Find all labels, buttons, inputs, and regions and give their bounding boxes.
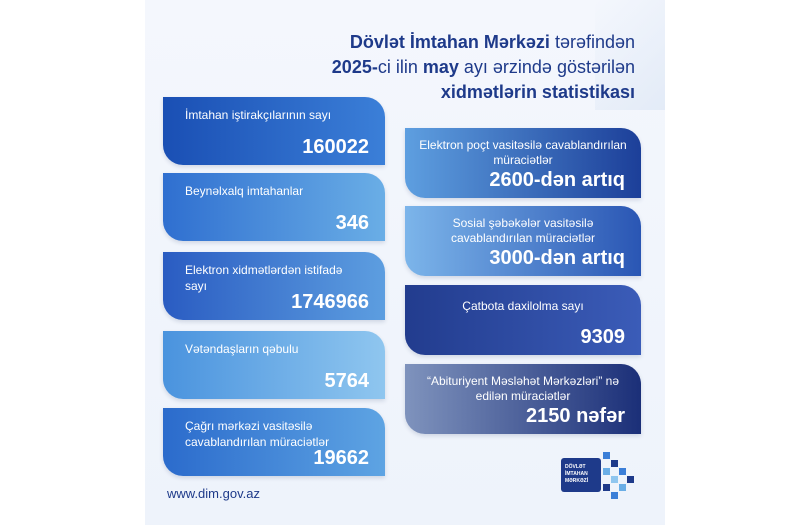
- stat-label: Vətəndaşların qəbulu: [185, 342, 299, 356]
- stat-card-citizen-reception: Vətəndaşların qəbulu 5764: [163, 331, 385, 399]
- stat-label: İmtahan iştirakçılarının sayı: [185, 108, 332, 122]
- title-year-suffix: ci ilin: [377, 57, 423, 77]
- logo-pixel: [611, 476, 618, 483]
- website-url: www.dim.gov.az: [167, 486, 260, 501]
- infographic-poster: Dövlət İmtahan Mərkəzi tərəfindən 2025-c…: [145, 0, 665, 525]
- stat-label: “Abituriyent Məsləhət Mərkəzləri” nə edi…: [426, 374, 620, 403]
- stat-value: 346: [335, 212, 369, 234]
- stat-label: Beynəlxalq imtahanlar: [185, 184, 304, 198]
- title-line-2-rest: ayı ərzində göstərilən: [458, 57, 635, 77]
- stat-value: 2150 nəfər: [526, 405, 625, 427]
- title-organization: Dövlət İmtahan Mərkəzi: [349, 32, 550, 52]
- poster-title: Dövlət İmtahan Mərkəzi tərəfindən 2025-c…: [275, 30, 635, 105]
- logo-pixel: [603, 484, 610, 491]
- stat-label: Çatbota daxilolma sayı: [462, 299, 584, 313]
- title-line-1-rest: tərəfindən: [549, 32, 635, 52]
- title-year: 2025-: [331, 57, 378, 77]
- logo-pixel: [603, 468, 610, 475]
- stat-card-chatbot: Çatbota daxilolma sayı 9309: [405, 285, 641, 355]
- stat-label: Sosial şəbəkələr vasitəsilə cavablandırı…: [450, 216, 596, 245]
- dim-logo: DÖVLƏT İMTAHAN MƏRKƏZİ: [561, 450, 637, 500]
- corner-decoration: [595, 0, 665, 110]
- stat-card-international-exams: Beynəlxalq imtahanlar 346: [163, 173, 385, 241]
- title-line-1: Dövlət İmtahan Mərkəzi tərəfindən: [275, 30, 635, 55]
- stat-value: 9309: [580, 326, 626, 348]
- logo-line-3: MƏRKƏZİ: [565, 478, 589, 484]
- stat-value: 2600-dən artıq: [489, 169, 625, 191]
- title-month: may: [422, 57, 459, 77]
- stat-value: 1746966: [291, 291, 369, 313]
- stat-card-advisory-centers: “Abituriyent Məsləhət Mərkəzləri” nə edi…: [405, 364, 641, 434]
- stat-value: 5764: [324, 370, 370, 392]
- title-line-3: xidmətlərin statistikası: [440, 82, 635, 102]
- logo-pixel: [627, 476, 634, 483]
- stat-label: Elektron poçt vasitəsilə cavablandırılan…: [419, 138, 627, 167]
- logo-line-1: DÖVLƏT: [565, 464, 586, 470]
- logo-pixel: [611, 460, 618, 467]
- logo-line-2: İMTAHAN: [565, 471, 588, 477]
- stat-card-call-center: Çağrı mərkəzi vasitəsilə cavablandırılan…: [163, 408, 385, 476]
- logo-text: DÖVLƏT İMTAHAN MƏRKƏZİ: [565, 464, 588, 485]
- title-line-2: 2025-ci ilin may ayı ərzində göstərilən: [275, 55, 635, 80]
- stat-card-exam-participants: İmtahan iştirakçılarının sayı 160022: [163, 97, 385, 165]
- logo-pixel: [603, 452, 610, 459]
- stat-label: Elektron xidmətlərdən istifadə sayı: [185, 263, 343, 293]
- logo-pixel: [619, 484, 626, 491]
- logo-pixel: [611, 492, 618, 499]
- stat-card-social-media-requests: Sosial şəbəkələr vasitəsilə cavablandırı…: [405, 206, 641, 276]
- stat-card-email-requests: Elektron poçt vasitəsilə cavablandırılan…: [405, 128, 641, 198]
- stat-value: 19662: [313, 447, 369, 469]
- logo-pixel: [619, 468, 626, 475]
- stat-label: Çağrı mərkəzi vasitəsilə cavablandırılan…: [185, 419, 330, 449]
- stat-card-electronic-services: Elektron xidmətlərdən istifadə sayı 1746…: [163, 252, 385, 320]
- stat-value: 3000-dən artıq: [489, 247, 625, 269]
- logo-box: DÖVLƏT İMTAHAN MƏRKƏZİ: [561, 458, 601, 492]
- stat-value: 160022: [302, 136, 369, 158]
